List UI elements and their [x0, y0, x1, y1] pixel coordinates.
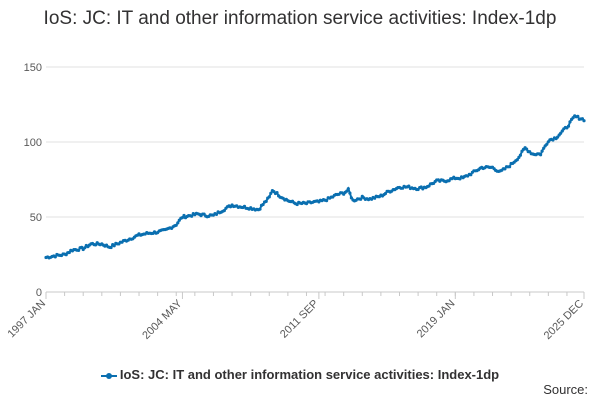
data-point	[539, 153, 543, 157]
y-tick-label: 150	[24, 62, 42, 74]
data-point	[267, 195, 271, 199]
data-point	[568, 120, 572, 124]
data-point	[53, 255, 57, 259]
data-point	[214, 212, 219, 216]
series-layer	[44, 114, 586, 260]
data-point	[542, 146, 546, 150]
data-point	[261, 202, 265, 207]
legend: IoS: JC: IT and other information servic…	[0, 367, 600, 382]
data-point	[566, 124, 571, 128]
x-axis: 1997 JAN 2004 MAY 2011 SEP 2019 JAN 2025 DEC	[5, 291, 586, 342]
y-axis-ticks: 0 50 100 150	[24, 62, 42, 299]
data-point	[469, 173, 473, 177]
data-point	[359, 197, 363, 201]
y-tick-label: 100	[24, 137, 42, 149]
data-point	[348, 191, 352, 195]
data-point	[582, 119, 586, 123]
series-line	[45, 114, 585, 260]
gridlines	[46, 66, 584, 218]
data-point	[112, 244, 116, 248]
data-point	[545, 142, 549, 146]
data-point	[503, 167, 507, 171]
data-point	[258, 207, 262, 211]
data-point	[77, 248, 81, 252]
y-tick-label: 50	[30, 212, 42, 224]
data-point	[383, 191, 388, 196]
data-point	[407, 184, 411, 188]
data-point	[508, 165, 512, 169]
data-point	[264, 199, 268, 203]
data-point	[559, 131, 563, 135]
data-point	[94, 243, 98, 247]
data-point	[345, 189, 349, 193]
data-point	[515, 158, 519, 162]
data-point	[325, 199, 329, 203]
legend-label: IoS: JC: IT and other information servic…	[119, 367, 500, 382]
y-tick-label: 0	[36, 287, 42, 299]
x-tick-label: 2004 MAY	[140, 297, 185, 342]
x-tick-label: 1997 JAN	[5, 298, 48, 341]
data-point	[346, 187, 350, 191]
data-point	[222, 209, 226, 213]
data-point	[540, 149, 544, 153]
data-point	[269, 191, 273, 195]
data-point	[275, 191, 279, 195]
data-point	[174, 223, 178, 227]
chart-title: IoS: JC: IT and other information servic…	[43, 8, 557, 29]
data-point	[576, 114, 580, 118]
data-point	[525, 147, 529, 151]
data-point	[109, 245, 113, 250]
data-point	[190, 214, 194, 218]
x-tick-label: 2019 JAN	[415, 298, 458, 341]
legend-line-marker-icon	[100, 371, 117, 381]
x-tick-label: 2011 SEP	[278, 298, 321, 341]
x-tick-label: 2025 DEC	[542, 298, 586, 342]
data-point	[83, 246, 87, 250]
source-label: Source:	[543, 382, 588, 397]
data-point	[518, 153, 523, 157]
data-point	[176, 221, 180, 225]
